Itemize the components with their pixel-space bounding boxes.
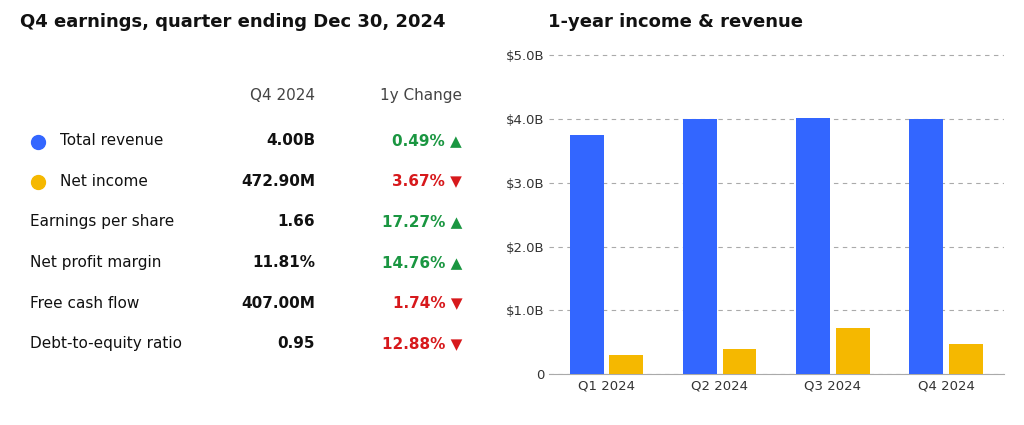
Bar bbox=[609, 355, 643, 374]
Bar bbox=[836, 328, 869, 374]
Text: Net income: Net income bbox=[59, 174, 147, 189]
Text: Debt-to-equity ratio: Debt-to-equity ratio bbox=[31, 336, 182, 351]
Text: Q4 earnings, quarter ending Dec 30, 2024: Q4 earnings, quarter ending Dec 30, 2024 bbox=[20, 13, 446, 31]
Text: 14.76% ▲: 14.76% ▲ bbox=[382, 255, 462, 270]
Text: Net profit margin: Net profit margin bbox=[31, 255, 162, 270]
Bar bbox=[683, 119, 717, 374]
Text: 1-year income & revenue: 1-year income & revenue bbox=[548, 13, 803, 31]
Text: 472.90M: 472.90M bbox=[241, 174, 315, 189]
Bar bbox=[949, 344, 983, 374]
Text: 0.95: 0.95 bbox=[278, 336, 315, 351]
Bar bbox=[796, 119, 830, 374]
Text: 3.67% ▼: 3.67% ▼ bbox=[392, 174, 462, 189]
Text: 17.27% ▲: 17.27% ▲ bbox=[382, 214, 462, 229]
Text: 11.81%: 11.81% bbox=[252, 255, 315, 270]
Text: Q4 2024: Q4 2024 bbox=[250, 88, 315, 103]
Text: 407.00M: 407.00M bbox=[241, 295, 315, 311]
Text: 1y Change: 1y Change bbox=[380, 88, 462, 103]
Text: 1.74% ▼: 1.74% ▼ bbox=[392, 295, 462, 311]
Bar bbox=[569, 135, 604, 374]
Text: 0.49% ▲: 0.49% ▲ bbox=[392, 133, 462, 148]
Text: Free cash flow: Free cash flow bbox=[31, 295, 139, 311]
Bar bbox=[723, 348, 757, 374]
Text: 12.88% ▼: 12.88% ▼ bbox=[382, 336, 462, 351]
Text: 1.66: 1.66 bbox=[278, 214, 315, 229]
Text: Total revenue: Total revenue bbox=[59, 133, 163, 148]
Text: Earnings per share: Earnings per share bbox=[31, 214, 174, 229]
Text: 4.00B: 4.00B bbox=[266, 133, 315, 148]
Bar bbox=[909, 119, 943, 374]
